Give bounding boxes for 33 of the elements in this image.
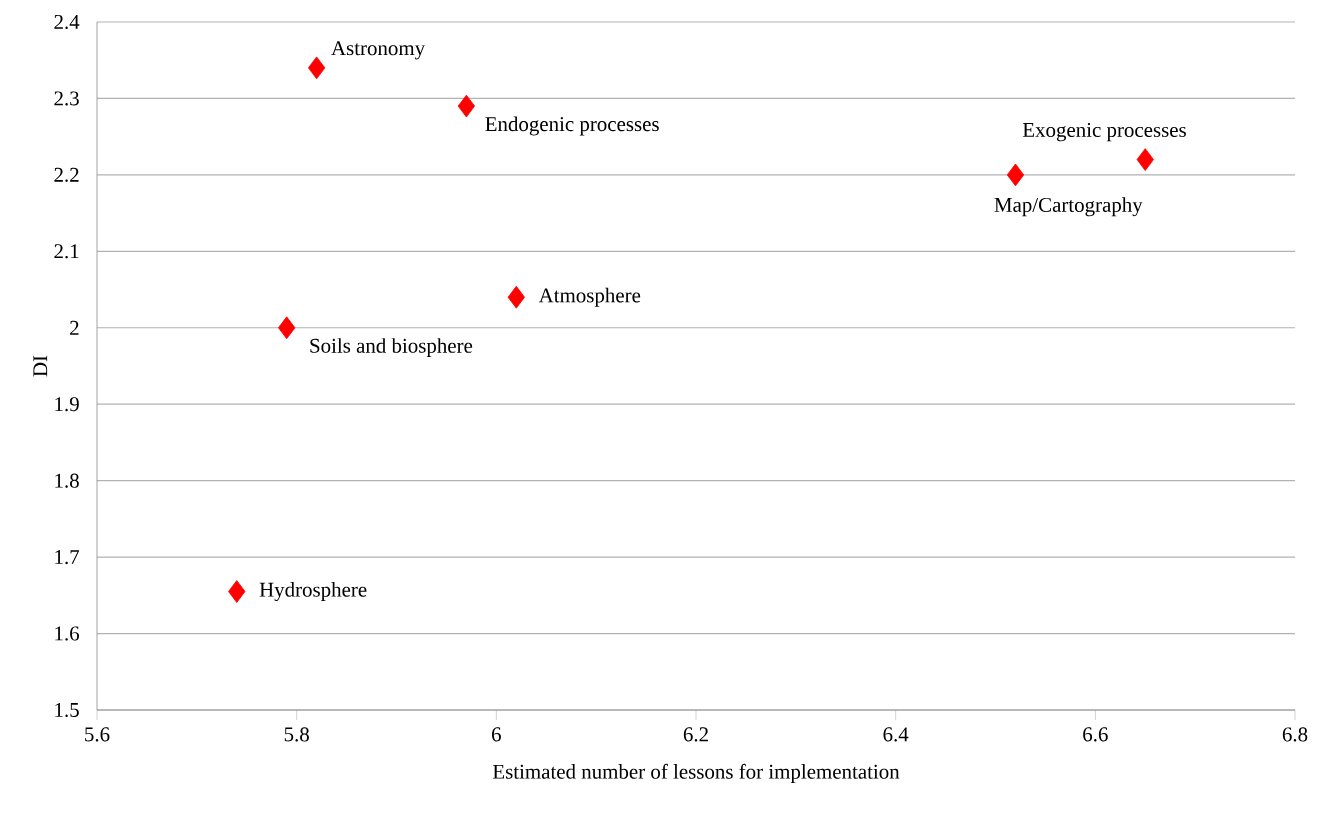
- y-tick-label: 1.7: [55, 550, 80, 565]
- annotation: Map/Cartography: [994, 197, 1143, 217]
- x-tick-label: 5.6: [85, 727, 110, 742]
- y-tick-label: 2.3: [54, 91, 79, 106]
- point: [1006, 163, 1025, 187]
- annotation: Soils and biosphere: [310, 338, 473, 358]
- point: [457, 94, 476, 118]
- x-tick-label: 6.8: [1282, 727, 1308, 742]
- y-tick-label: 2.2: [54, 167, 79, 182]
- y-tick-label: 1.9: [55, 397, 79, 412]
- y-axis-title: DI: [33, 355, 48, 377]
- point: [308, 56, 326, 80]
- y-tick-label: 2: [70, 320, 79, 335]
- x-tick-label: 6.2: [683, 727, 708, 742]
- point: [278, 316, 296, 340]
- annotation: Hydrosphere: [259, 582, 367, 602]
- x-tick-label: 5.8: [284, 727, 309, 742]
- x-axis-title: Estimated number of lessons for implementation: [492, 763, 900, 784]
- y-tick-label: 1.5: [55, 702, 79, 718]
- y-tick-label: 1.6: [55, 626, 80, 641]
- point: [507, 285, 525, 309]
- annotation: Exogenic processes: [1022, 122, 1186, 142]
- annotation: Atmosphere: [538, 287, 641, 307]
- x-tick-label: 6: [492, 727, 501, 742]
- y-tick-label: 2.4: [54, 14, 80, 30]
- point: [1136, 148, 1154, 171]
- y-tick-label: 1.8: [55, 473, 79, 488]
- x-tick-label: 6.4: [883, 727, 909, 742]
- annotation: Endogenic processes: [485, 116, 659, 136]
- x-tick-label: 6.6: [1083, 727, 1108, 742]
- annotation: Astronomy: [331, 41, 426, 60]
- point: [228, 580, 246, 603]
- y-tick-label: 2.1: [54, 244, 79, 259]
